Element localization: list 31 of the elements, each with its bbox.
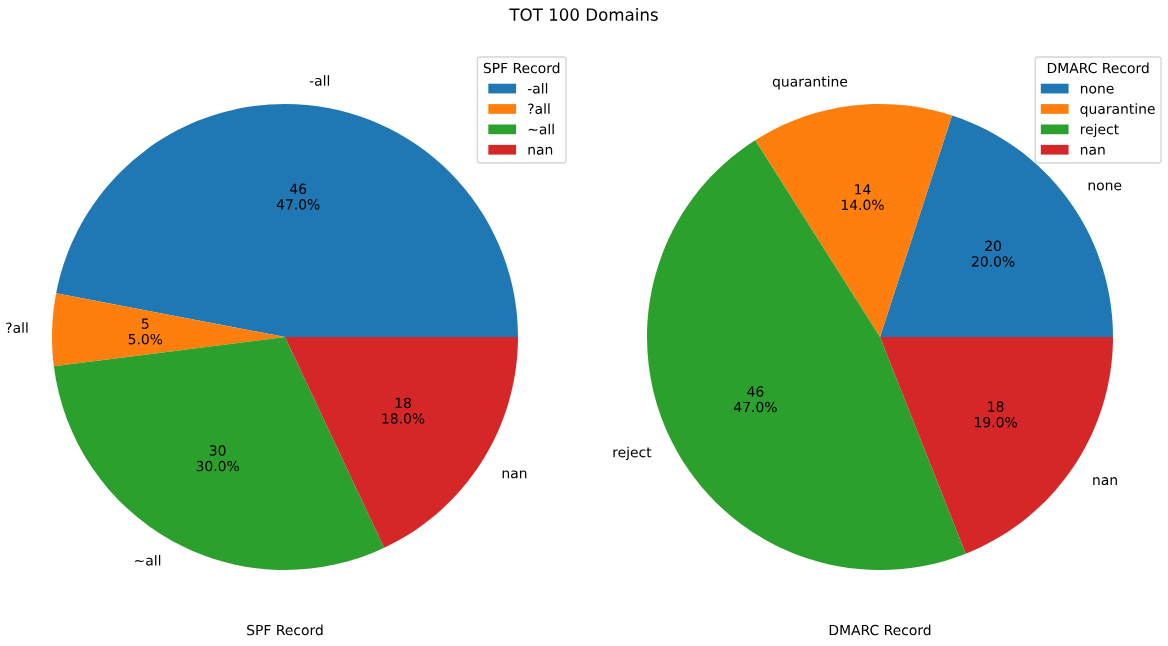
legend-label: nan <box>528 146 553 155</box>
slice-label: nan <box>1093 477 1117 486</box>
pie-slice <box>52 293 285 367</box>
text: SPF Record <box>247 624 323 636</box>
legend-title: DMARC Record <box>1047 62 1149 74</box>
legend-label: none <box>1080 85 1114 94</box>
legend-label: -all <box>527 82 548 94</box>
slice-label: -all <box>309 75 330 86</box>
legend-label: ?all <box>528 103 550 115</box>
legend-label: ~all <box>528 123 554 135</box>
legend-label: quarantine <box>1080 103 1155 117</box>
legend-label: nan <box>1080 146 1105 155</box>
slice-label: none <box>1088 182 1122 191</box>
data-label: 18 19.0% <box>975 401 1017 428</box>
slice-label: quarantine <box>772 76 848 90</box>
data-label: 46 47.0% <box>276 183 320 210</box>
chart-title: TOT 100 Domains <box>509 8 658 21</box>
pie-slice <box>755 104 952 337</box>
slice-label: ?all <box>6 322 28 333</box>
slice-label: nan <box>502 470 527 479</box>
data-label: 46 47.0% <box>734 386 777 413</box>
data-label: 14 14.0% <box>841 184 884 211</box>
legend-label: reject <box>1080 123 1119 138</box>
data-label: 20 20.0% <box>972 240 1015 267</box>
legend-title: SPF Record <box>483 62 560 74</box>
slice-label: ~all <box>135 554 161 566</box>
text: DMARC Record <box>829 624 931 636</box>
data-label: 30 30.0% <box>196 445 239 472</box>
data-label: 5 5.0% <box>128 318 163 345</box>
data-label: 18 18.0% <box>382 397 425 424</box>
slice-label: reject <box>613 446 652 461</box>
